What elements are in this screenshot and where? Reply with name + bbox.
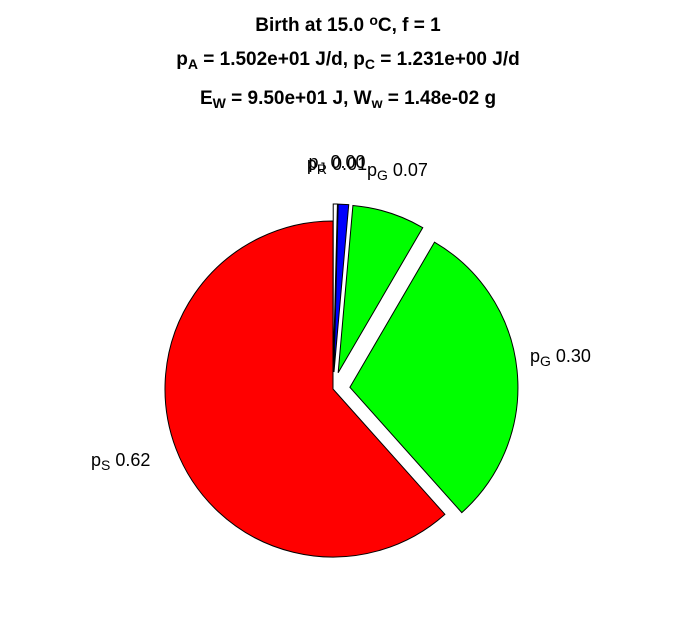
pie-slice-pG-3: [349, 241, 519, 514]
pie-slice-pR-1: [333, 203, 350, 373]
slice-label-pR-1: pR 0.01: [307, 154, 367, 177]
title-line-1: Birth at 15.0 oC, f = 1: [255, 12, 441, 36]
slice-label-pJ-0: pJ 0.00: [308, 152, 365, 175]
slice-label-pG-2: pG 0.07: [367, 160, 428, 183]
chart-title: Birth at 15.0 oC, f = 1 pA = 1.502e+01 J/…: [176, 12, 519, 111]
pie-slice-pG-2: [337, 204, 424, 374]
pie-slice-pJ-0: [332, 203, 338, 373]
title-line-3: EW = 9.50e+01 J, Ww = 1.48e-02 g: [200, 88, 496, 111]
pie-slice-pS-4: [164, 220, 446, 558]
slice-label-pG-3: pG 0.30: [530, 346, 591, 369]
slice-label-pS-4: pS 0.62: [91, 450, 150, 473]
pie-slices: [164, 203, 519, 558]
title-line-2: pA = 1.502e+01 J/d, pC = 1.231e+00 J/d: [176, 49, 519, 72]
